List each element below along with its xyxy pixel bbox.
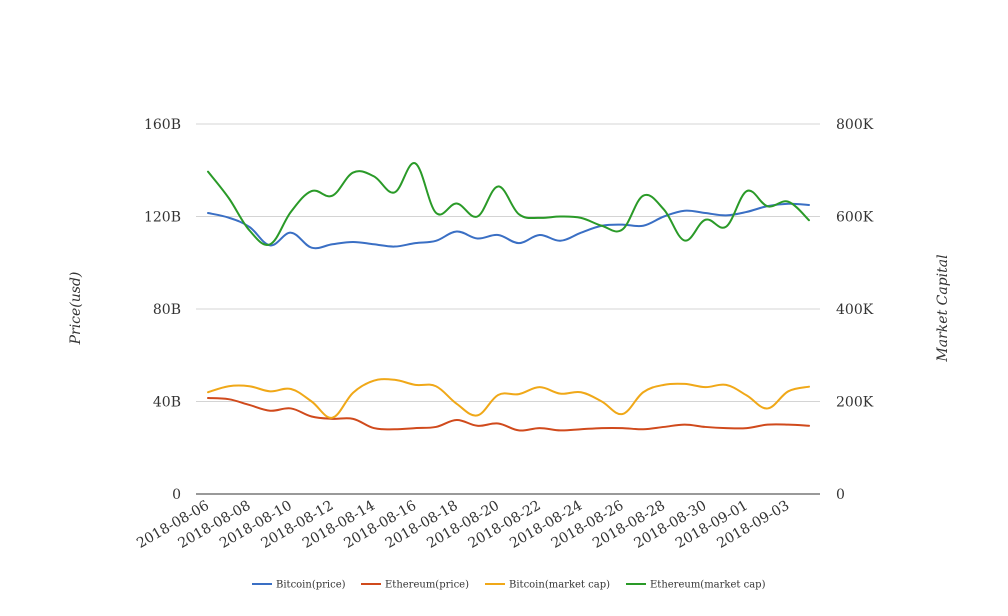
legend: Bitcoin(price) Ethereum(price) Bitcoin(mar…	[252, 580, 766, 591]
y-tick-right: 0	[836, 487, 845, 503]
series-layer	[207, 162, 810, 432]
left-axis: 0 40B 80B 120B 160B	[144, 117, 181, 503]
y-tick-right: 600K	[836, 210, 874, 226]
series-line-bitcoin-market-cap	[207, 378, 810, 419]
right-axis-title: Market Capital	[935, 254, 951, 362]
y-tick-right: 800K	[836, 117, 874, 133]
y-tick-left: 0	[172, 487, 181, 503]
series-line-ethereum-price	[207, 397, 810, 432]
legend-label: Bitcoin(price)	[276, 580, 346, 591]
y-tick-left: 160B	[144, 117, 181, 133]
right-axis: 0 200K 400K 600K 800K	[836, 117, 874, 503]
legend-label: Ethereum(market cap)	[650, 580, 766, 591]
y-tick-left: 80B	[153, 302, 181, 318]
legend-label: Bitcoin(market cap)	[509, 580, 610, 591]
y-tick-right: 400K	[836, 302, 874, 318]
gridlines	[196, 123, 820, 402]
left-axis-title: Price(usd)	[68, 272, 84, 346]
y-tick-right: 200K	[836, 395, 874, 411]
legend-item: Ethereum(price)	[361, 580, 469, 591]
series-line-ethereum-market-cap	[207, 162, 810, 246]
legend-label: Ethereum(price)	[385, 580, 469, 591]
x-axis: 2018-08-062018-08-082018-08-102018-08-12…	[134, 498, 792, 552]
y-tick-left: 120B	[144, 210, 181, 226]
y-tick-left: 40B	[153, 395, 181, 411]
series-line-bitcoin-price	[207, 202, 810, 250]
legend-item: Ethereum(market cap)	[626, 580, 766, 591]
legend-item: Bitcoin(market cap)	[485, 580, 610, 591]
legend-item: Bitcoin(price)	[252, 580, 346, 591]
